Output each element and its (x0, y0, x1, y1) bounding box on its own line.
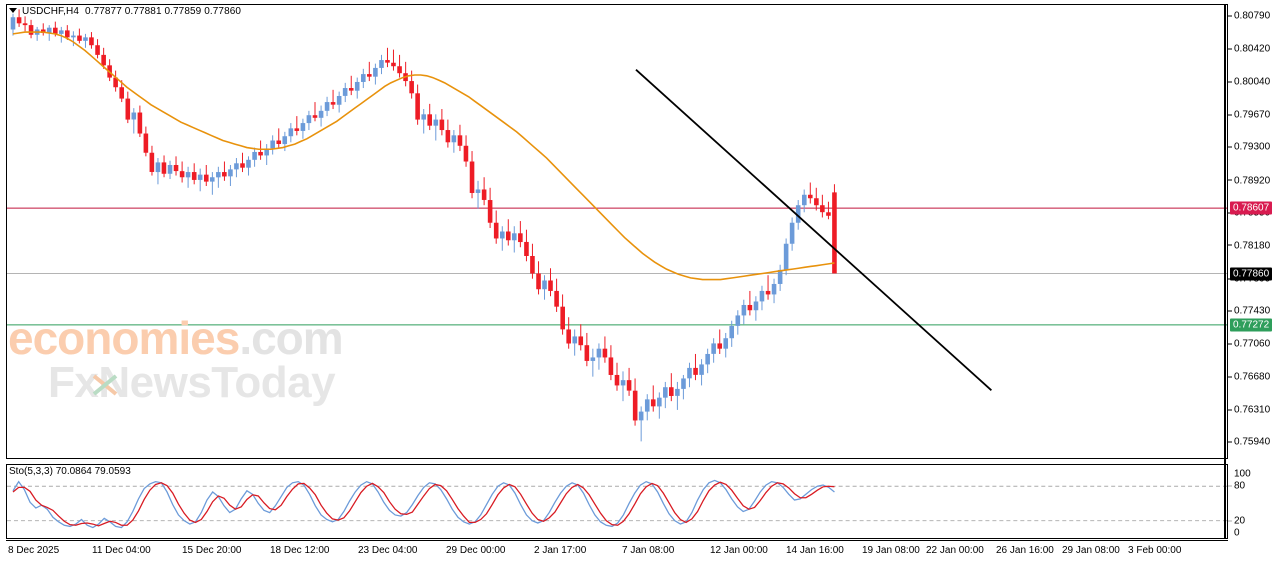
support-price-badge[interactable]: 0.77272 (1230, 318, 1273, 332)
resistance-price-badge[interactable]: 0.78607 (1230, 201, 1273, 215)
current-price-badge[interactable]: 0.77860 (1230, 267, 1273, 281)
price-tick: 0.78180 (1228, 240, 1270, 251)
stochastic-tick-label: 80 (1234, 480, 1246, 492)
time-tick-label: 12 Jan 00:00 (710, 545, 768, 556)
price-axis[interactable]: 0.80790 0.80420 0.80040 0.79670 0.79300 0.789… (1228, 4, 1280, 459)
time-tick-label: 14 Jan 16:00 (786, 545, 844, 556)
price-tick: 0.77060 (1228, 338, 1270, 349)
moving-average-line (12, 31, 835, 281)
stochastic-tick-label: 0 (1234, 527, 1240, 539)
stochastic-tick: 20 (1228, 516, 1245, 527)
time-tick-label: 7 Jan 08:00 (622, 545, 675, 556)
time-tick-label: 19 Jan 08:00 (862, 545, 920, 556)
price-tick: 0.75940 (1228, 437, 1270, 448)
price-tick: 0.79300 (1228, 142, 1270, 153)
price-tick-label: 0.78180 (1234, 240, 1271, 252)
triangle-down-icon[interactable] (9, 7, 17, 13)
price-tick: 0.76310 (1228, 404, 1270, 415)
time-tick-label: 29 Jan 08:00 (1062, 545, 1120, 556)
price-tick: 0.79670 (1228, 109, 1270, 120)
price-tick-label: 0.80420 (1234, 43, 1271, 55)
time-tick-label: 23 Dec 04:00 (358, 545, 418, 556)
price-tick: 0.80790 (1228, 11, 1270, 22)
stochastic-d-line (12, 481, 835, 527)
stochastic-axis: 100 80 20 0 (1228, 464, 1280, 539)
stochastic-tick: 0 (1228, 528, 1240, 539)
stochastic-tick-label: 20 (1234, 515, 1246, 527)
price-tick-label: 0.77430 (1234, 305, 1271, 317)
stochastic-header: Sto(5,3,3) 70.0864 79.0593 (9, 466, 131, 477)
ohlc-values: 0.77877 0.77881 0.77859 0.77860 (85, 6, 242, 17)
price-tick-label: 0.80040 (1234, 76, 1271, 88)
price-tick-label: 0.79300 (1234, 141, 1271, 153)
time-tick-label: 8 Dec 2025 (8, 545, 60, 556)
stochastic-panel[interactable] (6, 464, 1228, 539)
time-tick-label: 11 Dec 04:00 (92, 545, 151, 556)
stochastic-tick: 80 (1228, 480, 1245, 491)
price-tick: 0.77430 (1228, 306, 1270, 317)
stochastic-tick-label: 100 (1234, 468, 1251, 480)
price-tick-label: 0.78920 (1234, 175, 1271, 187)
price-tick: 0.80040 (1228, 77, 1270, 88)
stochastic-tick: 100 (1228, 469, 1251, 480)
symbol-label: USDCHF,H4 (22, 6, 80, 17)
trend-line (635, 69, 992, 391)
time-tick-label: 15 Dec 20:00 (182, 545, 242, 556)
stochastic-plot-area[interactable] (7, 465, 1227, 538)
stochastic-label: Sto(5,3,3) 70.0864 79.0593 (9, 466, 131, 477)
price-tick-label: 0.80790 (1234, 10, 1271, 22)
price-tick-label: 0.79670 (1234, 109, 1271, 121)
price-plot-area[interactable] (7, 5, 1227, 458)
time-tick-label: 26 Jan 16:00 (996, 545, 1054, 556)
price-tick: 0.76680 (1228, 372, 1270, 383)
time-tick-label: 2 Jan 17:00 (534, 545, 587, 556)
price-tick-label: 0.77060 (1234, 338, 1271, 350)
candle-series (10, 9, 837, 442)
chart-header: USDCHF,H4 0.77877 0.77881 0.77859 0.77860 (9, 6, 241, 17)
time-tick-label: 18 Dec 12:00 (270, 545, 330, 556)
price-tick-label: 0.76680 (1234, 371, 1271, 383)
price-tick-label: 0.76310 (1234, 404, 1271, 416)
time-axis: 8 Dec 2025 11 Dec 04:00 15 Dec 20:00 18 Dec… (6, 540, 1228, 562)
price-tick-label: 0.75940 (1234, 436, 1271, 448)
time-tick-label: 3 Feb 00:00 (1128, 545, 1182, 556)
price-chart-panel[interactable] (6, 4, 1228, 459)
price-tick: 0.78920 (1228, 175, 1270, 186)
scale-divider (1224, 4, 1226, 539)
time-tick-label: 22 Jan 00:00 (926, 545, 984, 556)
stochastic-k-line (12, 479, 835, 529)
time-tick-label: 29 Dec 00:00 (446, 545, 506, 556)
price-tick: 0.80420 (1228, 43, 1270, 54)
